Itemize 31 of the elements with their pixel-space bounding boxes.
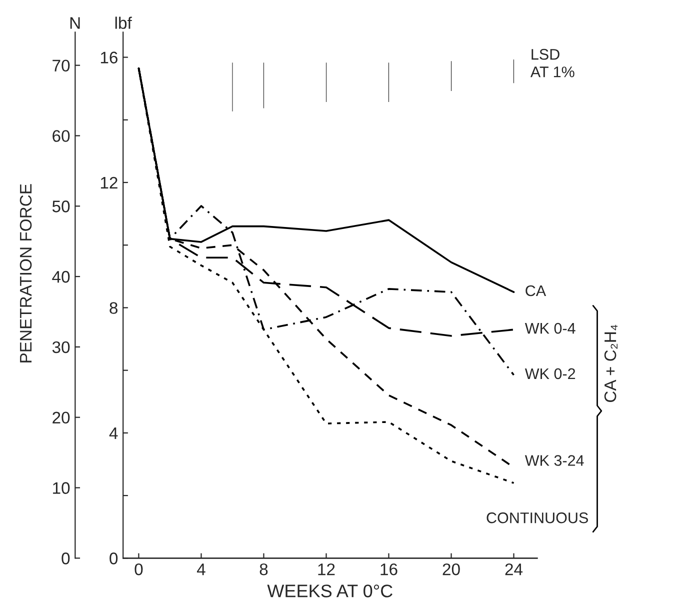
series-label: CA: [526, 285, 546, 296]
y2-axis-title: N: [70, 17, 80, 29]
y2-tick-label: 0: [62, 552, 70, 564]
y2-tick-label: 20: [52, 412, 70, 424]
series-label: WK 0-2: [524, 368, 576, 380]
y2-tick-label: 60: [52, 130, 70, 142]
x-tick-label: 20: [442, 563, 460, 576]
x-axis-title: WEEKS AT 0°C: [267, 584, 392, 598]
y2-tick-label: 30: [52, 341, 70, 354]
y-tick-label: 12: [100, 176, 118, 189]
x-tick-label: 24: [505, 563, 523, 576]
x-tick-label: 12: [318, 563, 335, 576]
series-label: LSD AT 1%: [530, 48, 574, 78]
y-axis-title: lbf: [115, 16, 132, 29]
y2-tick-label: 50: [52, 200, 70, 212]
text: CONTINUOUS: [486, 512, 588, 524]
y2-tick-label: 70: [52, 60, 70, 72]
y2-tick-label: 10: [53, 482, 70, 494]
x-tick-label: 8: [260, 563, 268, 576]
y-tick-label: 4: [109, 428, 118, 439]
x-tick-label: 4: [196, 564, 206, 576]
y-tick-label: 16: [100, 52, 118, 64]
series-label: WK 0-4: [524, 322, 576, 334]
y2-tick-label: 40: [52, 270, 70, 283]
y-tick-label: 0: [110, 552, 118, 564]
x-tick-label: 16: [380, 563, 398, 576]
x-tick-label: 0: [134, 563, 143, 576]
y-tick-label: 8: [110, 302, 118, 314]
text: PENETRATION FORCE: [20, 184, 32, 362]
text: CA + C₂H₄: [604, 324, 618, 402]
series-label: WK 3-24: [524, 455, 584, 466]
